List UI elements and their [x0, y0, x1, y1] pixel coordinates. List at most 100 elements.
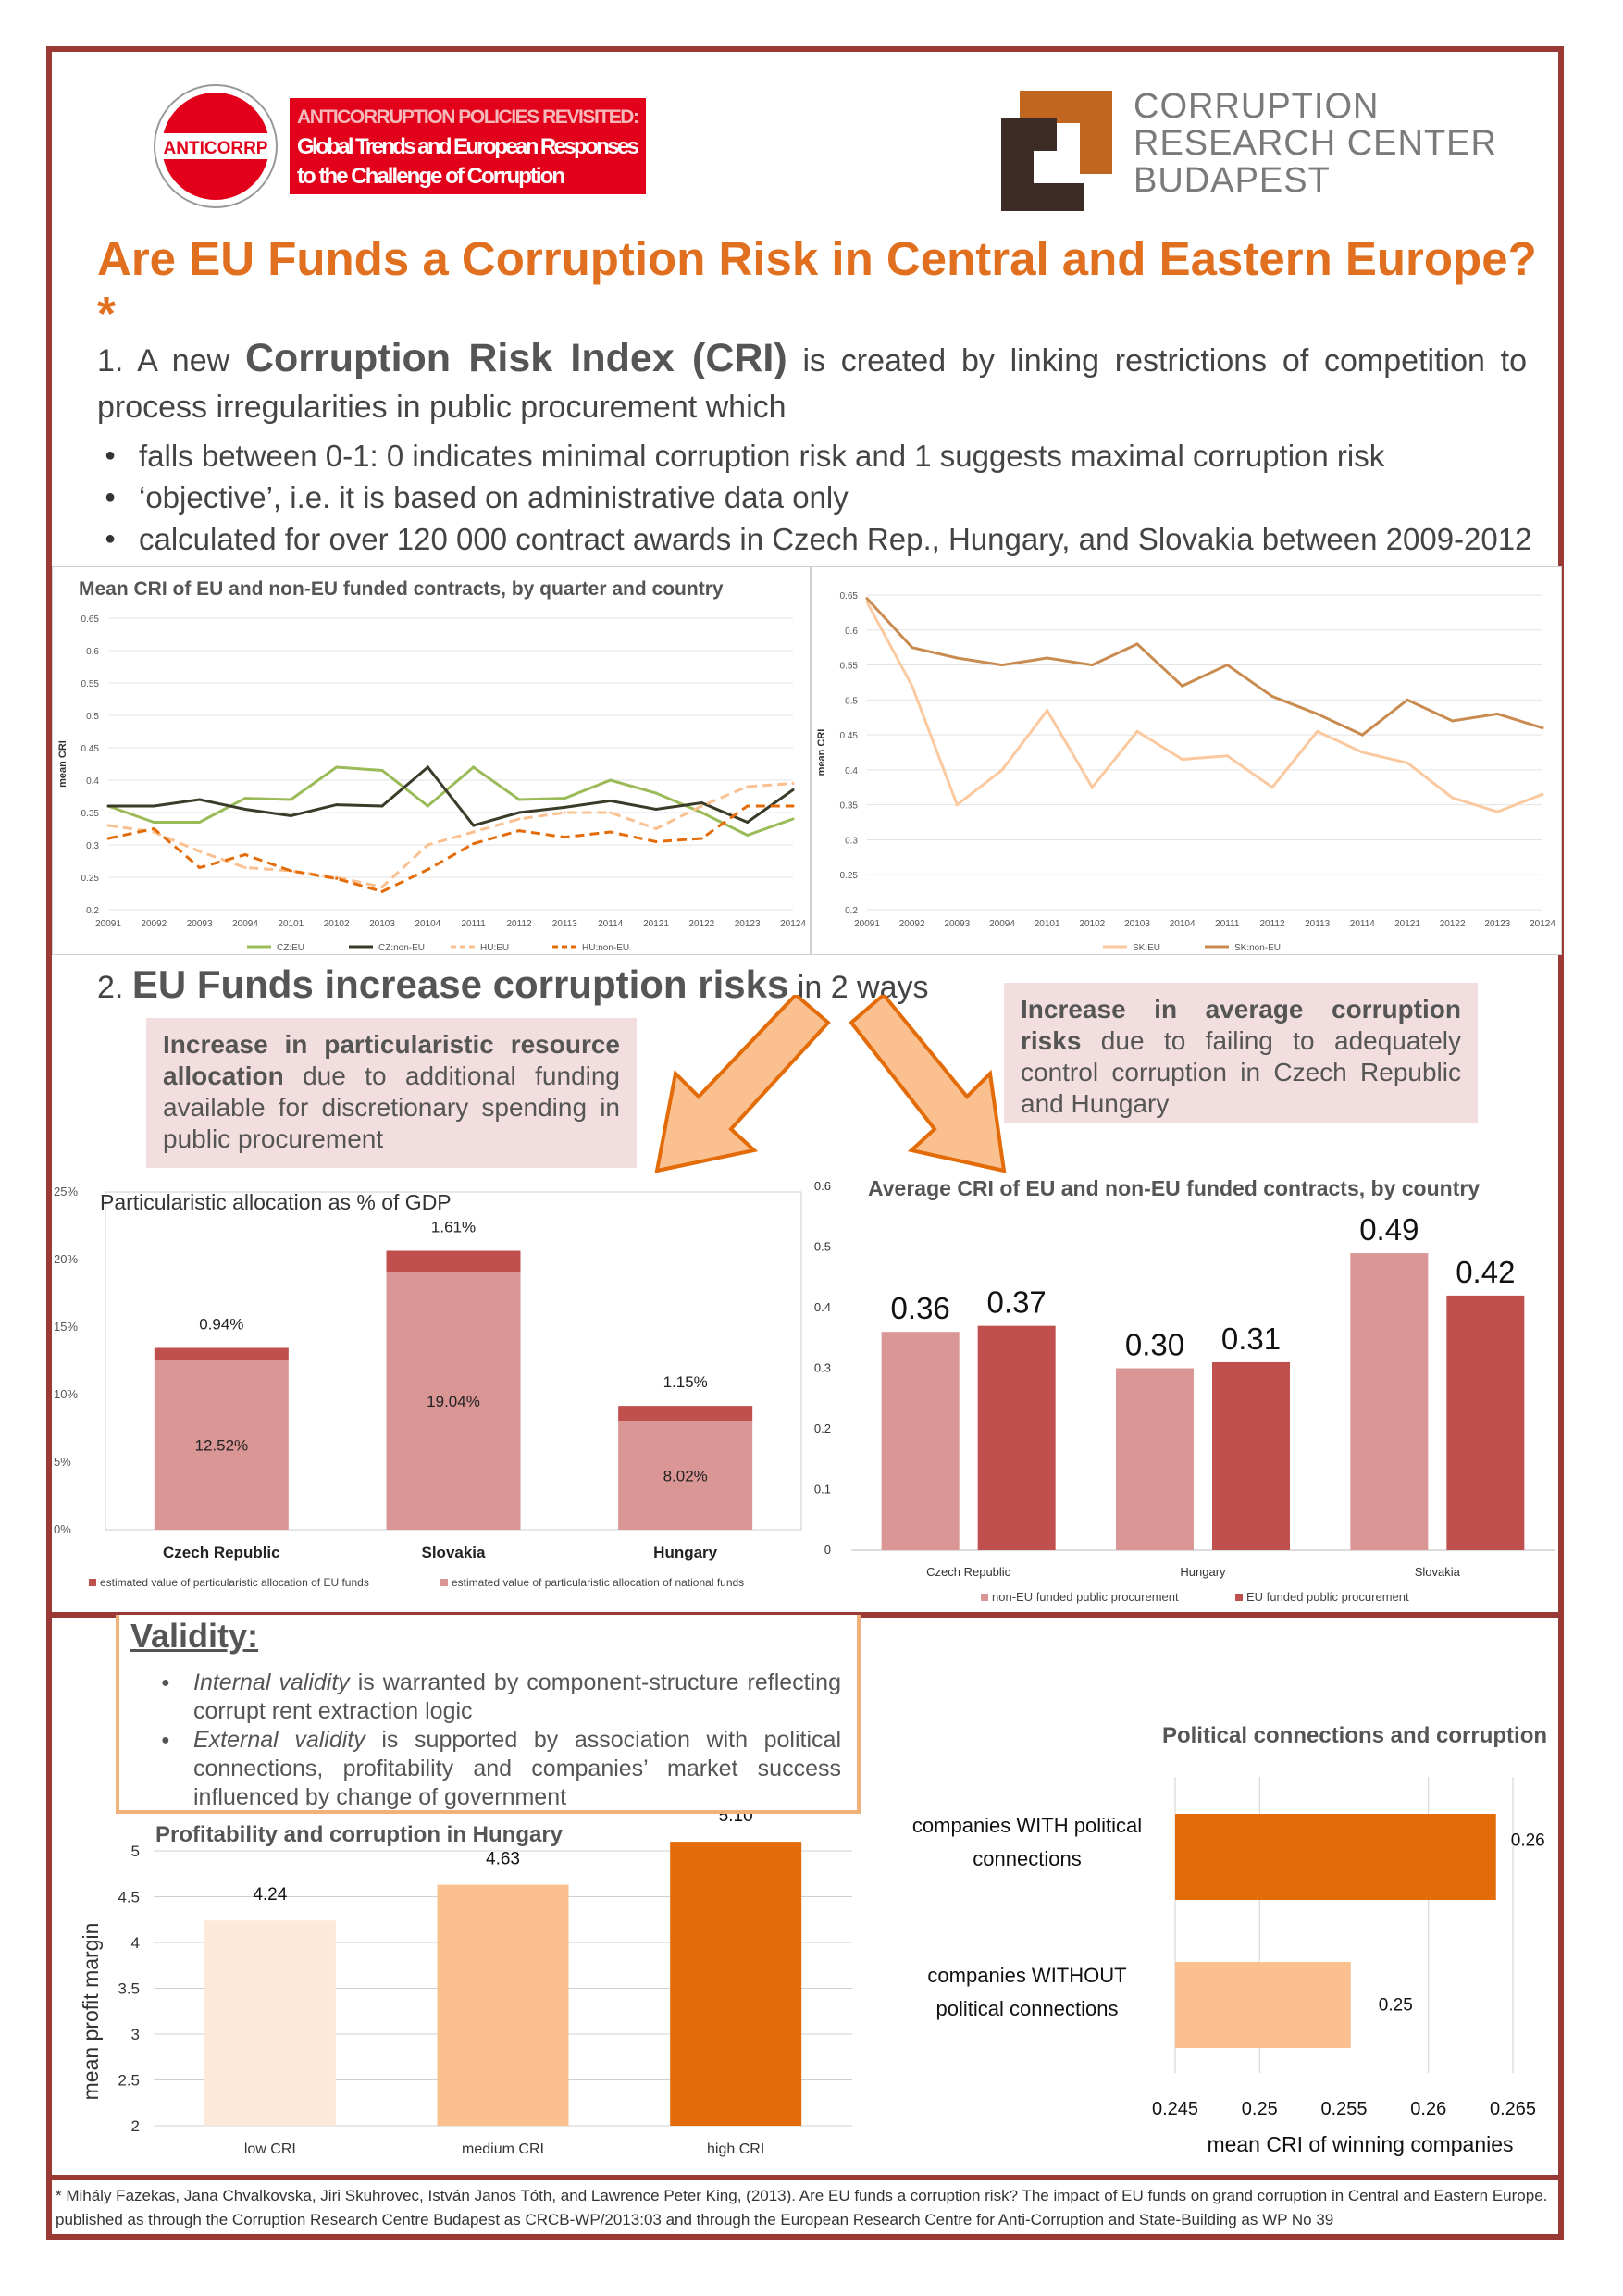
data-point — [1360, 733, 1364, 737]
data-point — [654, 840, 658, 843]
data-point — [563, 805, 566, 809]
line-chart-cz-hu-panel: 0.2 0.25 0.3 0.35 0.4 0.45 0.5 0.55 0.6 0.65 20091… — [52, 566, 811, 955]
intro-bullet: calculated for over 120 000 contract awa… — [97, 518, 1578, 560]
chart-title: Profitability and corruption in Hungary — [155, 1822, 564, 1847]
data-point — [791, 817, 795, 821]
y-tick-label: 0.6 — [86, 647, 99, 657]
banner-line-2: Global Trends and European Responses — [297, 134, 639, 159]
y-axis-label: mean CRI — [57, 740, 68, 788]
x-tick-label: 20114 — [1350, 919, 1376, 929]
data-point — [1316, 712, 1319, 715]
data-point — [700, 801, 703, 804]
data-point — [865, 597, 869, 601]
data-point — [609, 778, 613, 782]
left-arrow-icon — [648, 992, 842, 1185]
data-point — [1225, 664, 1229, 667]
y-tick-label: 0.2 — [814, 1421, 831, 1435]
crc-line-1: CORRUPTION — [1134, 87, 1380, 126]
bar — [1350, 1253, 1429, 1550]
data-point — [746, 804, 750, 808]
data-point — [609, 830, 613, 834]
data-label: 0.30 — [1125, 1328, 1184, 1362]
particularistic-chart-panel: 0% 5% 10% 15% 20% 25% Particularistic allocati… — [52, 1175, 811, 1596]
x-tick-label: 20092 — [141, 919, 167, 929]
x-axis-label: mean CRI of winning companies — [1207, 2132, 1513, 2156]
intro-cri: Corruption Risk Index (CRI) — [244, 336, 787, 380]
series-line-sk-eu — [865, 601, 1543, 813]
legend-label: SK:non-EU — [1234, 943, 1281, 953]
x-tick-label: 20103 — [1124, 919, 1150, 929]
legend-label: CZ:non-EU — [378, 943, 425, 953]
chart-title: Political connections and corruption in … — [1162, 1723, 1555, 1748]
legend-swatch — [981, 1594, 988, 1601]
data-point — [517, 829, 521, 833]
data-point — [380, 886, 384, 888]
y-tick-label: 5 — [131, 1843, 140, 1860]
banner-line-3: to the Challenge of Corruption — [297, 164, 565, 189]
validity-item-rest: is warranted by component-structure refl… — [193, 1669, 841, 1724]
intro-bullets: falls between 0-1: 0 indicates minimal c… — [97, 435, 1578, 560]
legend-label: SK:EU — [1133, 943, 1160, 953]
data-point — [335, 765, 339, 769]
x-tick-label: 20092 — [899, 919, 925, 929]
legend-swatch — [1235, 1594, 1243, 1601]
x-tick-label: 20123 — [1484, 919, 1510, 929]
validity-list: Internal validity is warranted by compon… — [156, 1669, 841, 1812]
data-label: 1.61% — [431, 1219, 476, 1236]
data-point — [472, 830, 476, 834]
particularistic-box: Increase in particularistic resource all… — [146, 1018, 637, 1168]
data-point — [426, 765, 429, 769]
y-tick-label: 0.35 — [840, 801, 859, 812]
validity-box: Validity: Internal validity is warranted… — [116, 1615, 861, 1814]
crc-logo-text: CORRUPTION RESEARCH CENTER BUDAPEST — [1134, 88, 1497, 199]
series-line-hu-non-eu — [107, 804, 793, 893]
data-point — [1270, 786, 1274, 789]
x-tick-label: 20122 — [688, 919, 714, 929]
chart-title: Particularistic allocation as % of GDP — [100, 1190, 452, 1214]
box-left-rest: due to additional funding available for … — [163, 1061, 620, 1153]
poster-title: Are EU Funds a Corruption Risk in Centra… — [97, 232, 1537, 340]
data-point — [700, 837, 703, 840]
data-point — [198, 821, 202, 824]
x-tick-label: 20114 — [598, 919, 624, 929]
y-tick-label: 0.3 — [845, 836, 858, 846]
y-tick-label: 0.4 — [86, 776, 99, 787]
data-point — [1541, 726, 1544, 730]
section2-suffix: in 2 ways — [788, 970, 929, 1005]
data-point — [243, 797, 247, 800]
legend-swatch — [440, 1579, 448, 1586]
data-label: 12.52% — [194, 1437, 248, 1455]
legend-label: HU:EU — [480, 943, 509, 953]
stacked-bar-segment — [154, 1360, 289, 1530]
box-right-bold: Increase in average corruption risks — [1021, 995, 1461, 1055]
data-label: 4.63 — [486, 1850, 520, 1869]
x-tick-label: 20093 — [944, 919, 970, 929]
y-tick-label: 4 — [131, 1934, 140, 1952]
y-tick-label: 15% — [54, 1320, 78, 1334]
data-point — [426, 868, 429, 872]
crc-line-2: RESEARCH CENTER — [1134, 124, 1497, 163]
y-tick-label: 0.6 — [814, 1179, 831, 1193]
data-point — [1090, 664, 1094, 667]
bar — [1446, 1295, 1525, 1550]
x-tick-label: 0.265 — [1490, 2099, 1536, 2119]
chart-title: Mean CRI of EU and non-EU funded contrac… — [79, 578, 724, 600]
bar — [1175, 1814, 1496, 1900]
data-point — [426, 804, 429, 808]
y-tick-label: 0.65 — [81, 614, 100, 625]
x-tick-label: 20102 — [1079, 919, 1105, 929]
x-tick-label: 0.25 — [1242, 2099, 1278, 2119]
data-label: 4.24 — [253, 1885, 287, 1905]
validity-heading: Validity: — [130, 1617, 259, 1655]
data-point — [1000, 664, 1004, 667]
x-tick-label: 20101 — [1035, 919, 1060, 929]
y-tick-label: 0.25 — [840, 871, 859, 881]
line-chart-sk: 0.2 0.25 0.3 0.35 0.4 0.45 0.5 0.55 0.6 0.65 20091… — [816, 591, 1555, 953]
x-tick-label: 0.255 — [1320, 2099, 1367, 2119]
bar — [1116, 1368, 1194, 1550]
data-point — [563, 797, 566, 800]
box-right-rest: due to failing to adequately control cor… — [1021, 1026, 1461, 1118]
data-point — [243, 808, 247, 811]
data-point — [472, 824, 476, 827]
stacked-bar-segment — [386, 1272, 521, 1530]
